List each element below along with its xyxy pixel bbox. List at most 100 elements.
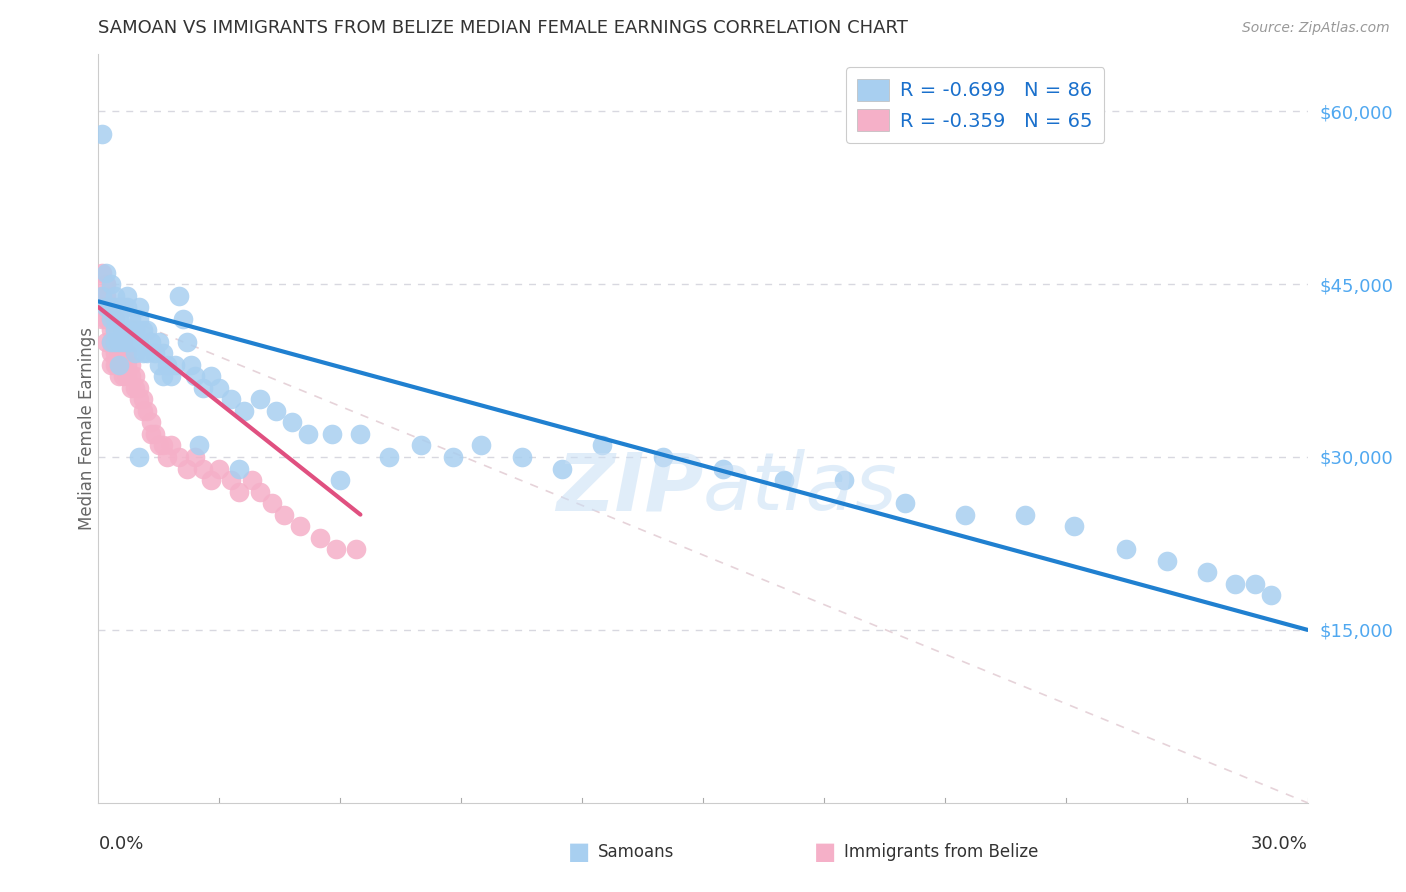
Point xyxy=(281,416,304,430)
Point xyxy=(156,450,179,464)
Point xyxy=(100,277,122,291)
Point xyxy=(107,300,129,314)
Point xyxy=(167,450,190,464)
Point xyxy=(240,473,263,487)
Y-axis label: Median Female Earnings: Median Female Earnings xyxy=(79,326,96,530)
Point xyxy=(143,346,166,360)
Point xyxy=(1115,542,1137,557)
Text: Source: ZipAtlas.com: Source: ZipAtlas.com xyxy=(1241,21,1389,35)
Point xyxy=(160,369,183,384)
Point xyxy=(100,311,122,326)
Point xyxy=(111,334,134,349)
Point xyxy=(91,127,114,141)
Point xyxy=(148,358,170,372)
Point xyxy=(135,323,157,337)
Text: atlas: atlas xyxy=(703,449,898,527)
Point xyxy=(100,334,122,349)
Point xyxy=(228,461,250,475)
Point xyxy=(180,358,202,372)
Point xyxy=(135,404,157,418)
Point xyxy=(135,346,157,360)
Point xyxy=(551,461,574,475)
Point xyxy=(193,381,215,395)
Point xyxy=(111,346,134,360)
Point xyxy=(711,461,734,475)
Point xyxy=(329,473,352,487)
Point xyxy=(321,426,343,441)
Point xyxy=(139,426,162,441)
Point xyxy=(91,266,114,280)
Point xyxy=(103,300,125,314)
Point xyxy=(103,311,125,326)
Point xyxy=(115,346,138,360)
Point xyxy=(377,450,399,464)
Point xyxy=(232,404,254,418)
Point xyxy=(103,358,125,372)
Point xyxy=(120,311,142,326)
Point xyxy=(96,300,118,314)
Point xyxy=(103,334,125,349)
Point xyxy=(132,323,155,337)
Point xyxy=(510,450,533,464)
Point xyxy=(100,334,122,349)
Point xyxy=(193,461,215,475)
Text: SAMOAN VS IMMIGRANTS FROM BELIZE MEDIAN FEMALE EARNINGS CORRELATION CHART: SAMOAN VS IMMIGRANTS FROM BELIZE MEDIAN … xyxy=(98,19,908,37)
Point xyxy=(115,288,138,302)
Point xyxy=(260,496,283,510)
Point xyxy=(139,416,162,430)
Point xyxy=(115,300,138,314)
Point xyxy=(1156,554,1178,568)
Point xyxy=(143,426,166,441)
Point xyxy=(103,288,125,302)
Point xyxy=(111,358,134,372)
Point xyxy=(148,438,170,452)
Point xyxy=(184,369,207,384)
Point xyxy=(132,404,155,418)
Text: ZIP: ZIP xyxy=(555,449,703,527)
Point xyxy=(115,323,138,337)
Point xyxy=(128,392,150,407)
Point xyxy=(163,358,186,372)
Text: 0.0%: 0.0% xyxy=(98,835,143,853)
Point xyxy=(111,323,134,337)
Point xyxy=(111,369,134,384)
Point xyxy=(124,323,146,337)
Point xyxy=(120,369,142,384)
Point xyxy=(152,346,174,360)
Point xyxy=(96,288,118,302)
Point xyxy=(156,358,179,372)
Point xyxy=(167,288,190,302)
Point xyxy=(107,334,129,349)
Point xyxy=(91,288,114,302)
Point xyxy=(100,300,122,314)
Point xyxy=(208,461,231,475)
Point xyxy=(172,311,194,326)
Point xyxy=(297,426,319,441)
Point xyxy=(470,438,492,452)
Point xyxy=(832,473,855,487)
Point xyxy=(139,334,162,349)
Point xyxy=(200,369,222,384)
Point xyxy=(107,358,129,372)
Point xyxy=(349,426,371,441)
Point xyxy=(115,369,138,384)
Point xyxy=(264,404,287,418)
Point xyxy=(103,334,125,349)
Point xyxy=(128,334,150,349)
Point xyxy=(200,473,222,487)
Point xyxy=(249,392,271,407)
Point xyxy=(221,473,243,487)
Point xyxy=(100,346,122,360)
Point xyxy=(249,484,271,499)
Point xyxy=(128,381,150,395)
Point xyxy=(111,334,134,349)
Point xyxy=(1195,566,1218,580)
Point xyxy=(132,346,155,360)
Point xyxy=(344,542,367,557)
Point xyxy=(120,381,142,395)
Point xyxy=(124,381,146,395)
Point xyxy=(128,311,150,326)
Point xyxy=(132,392,155,407)
Point xyxy=(1063,519,1085,533)
Point xyxy=(96,334,118,349)
